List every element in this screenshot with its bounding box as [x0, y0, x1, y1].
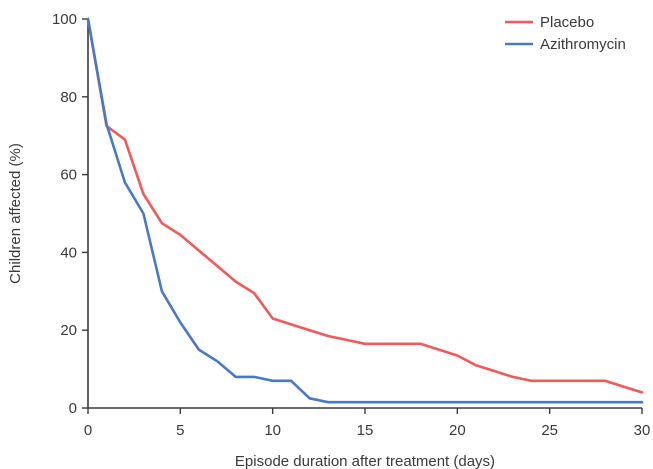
x-axis-title: Episode duration after treatment (days) — [235, 453, 495, 469]
y-tick-label: 20 — [60, 322, 77, 339]
y-tick-label: 0 — [69, 400, 77, 417]
x-tick-label: 10 — [264, 422, 281, 439]
x-tick-label: 25 — [541, 422, 558, 439]
x-tick-label: 0 — [84, 422, 92, 439]
x-tick-label: 30 — [634, 422, 651, 439]
axes — [87, 19, 642, 409]
y-tick-label: 80 — [60, 89, 77, 106]
series-line-placebo — [86, 17, 644, 394]
series-line-azithromycin — [86, 17, 644, 404]
y-tick-label: 100 — [52, 11, 77, 28]
y-ticks: 0 20 40 60 80 100 — [52, 11, 88, 417]
y-axis-title: Children affected (%) — [7, 143, 24, 284]
legend-label-placebo: Placebo — [540, 14, 594, 31]
legend-label-azithromycin: Azithromycin — [540, 36, 626, 53]
y-tick-label: 60 — [60, 167, 77, 184]
x-tick-label: 5 — [176, 422, 184, 439]
y-tick-label: 40 — [60, 244, 77, 261]
series-group — [86, 17, 644, 404]
x-tick-label: 15 — [357, 422, 374, 439]
x-ticks: 0 5 10 15 20 25 30 — [84, 408, 651, 439]
legend: Placebo Azithromycin — [505, 14, 626, 53]
x-tick-label: 20 — [449, 422, 466, 439]
